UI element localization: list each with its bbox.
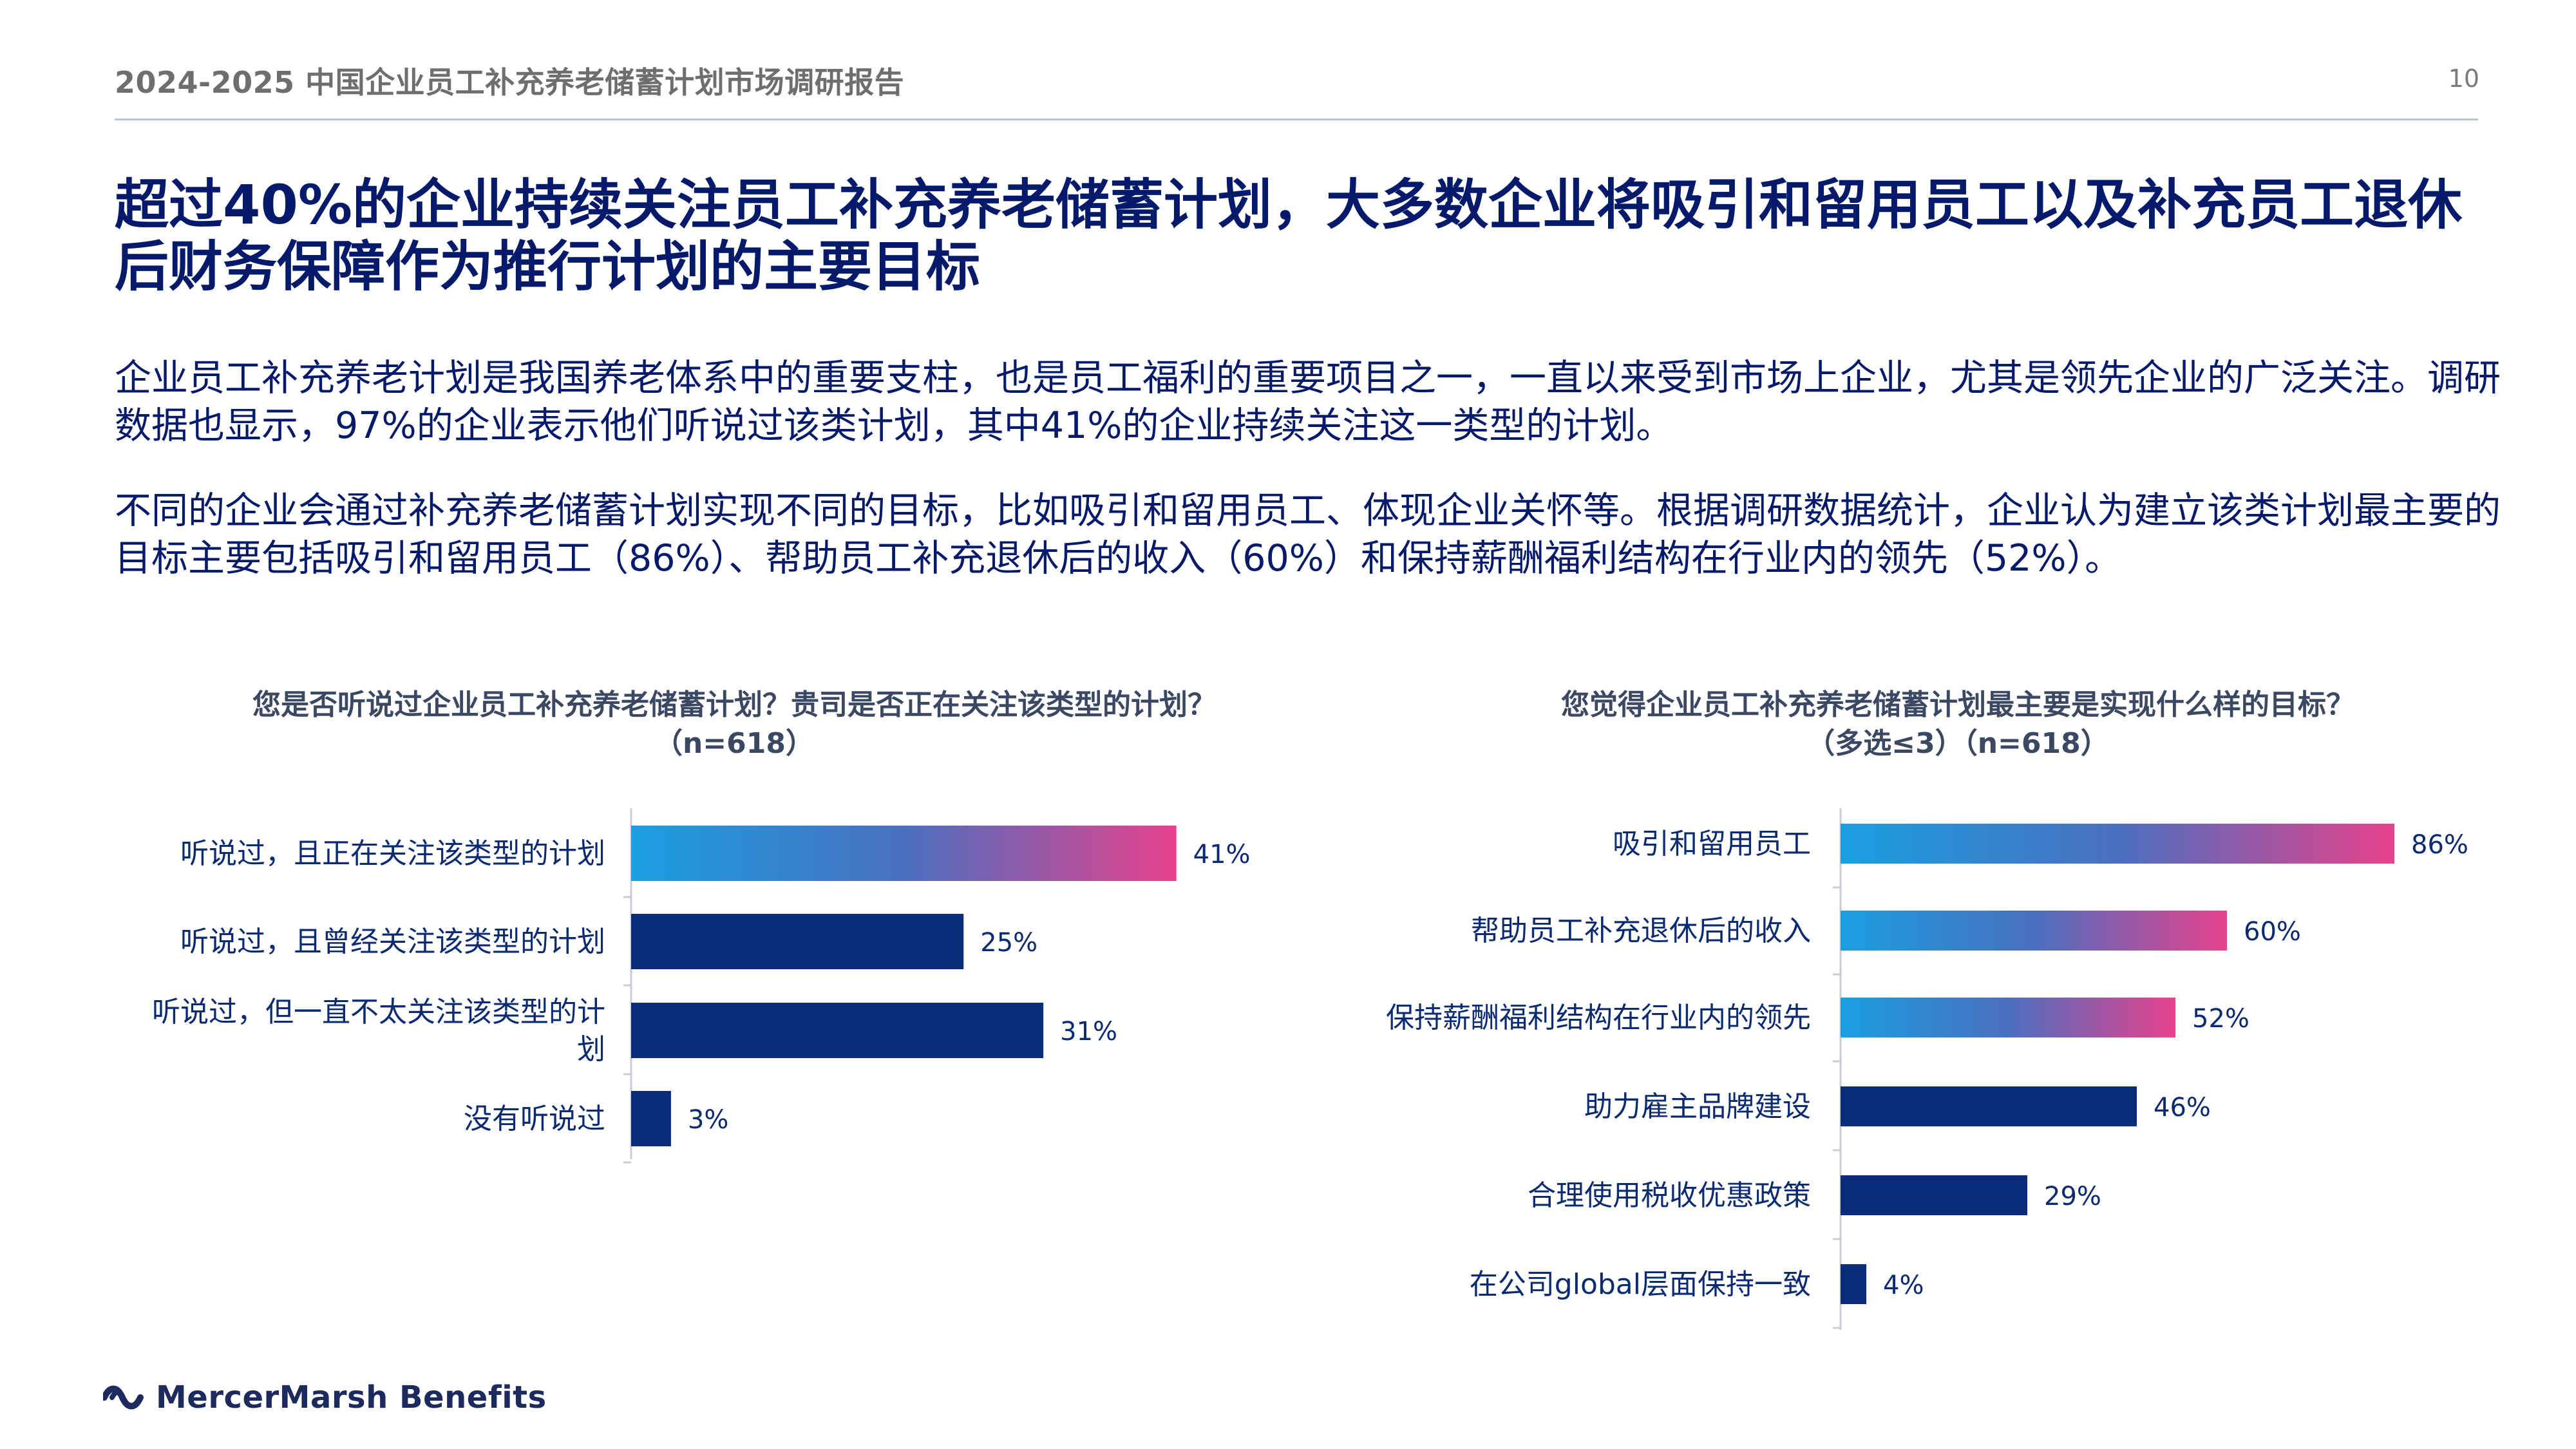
chart-2-value-label: 52% bbox=[2192, 1004, 2249, 1034]
chart-2-value-label: 86% bbox=[2411, 830, 2468, 860]
chart-1-bar bbox=[631, 826, 1177, 881]
chart-1-value-label: 25% bbox=[980, 928, 1037, 958]
chart-1-category-label: 听说过，但一直不太关注该类型的计划 bbox=[152, 996, 605, 1066]
chart-2-value-label: 4% bbox=[1883, 1271, 1924, 1300]
page-headline: 超过40%的企业持续关注员工补充养老储蓄计划，大多数企业将吸引和留用员工以及补充… bbox=[115, 173, 2463, 298]
report-title: 2024-2025 中国企业员工补充养老储蓄计划市场调研报告 bbox=[115, 65, 905, 100]
chart-2-category-label: 保持薪酬福利结构在行业内的领先 bbox=[1386, 1001, 1811, 1034]
mercer-wave-icon bbox=[103, 1385, 144, 1410]
chart-2-subtitle: （多选≤3）（n=618） bbox=[1806, 727, 2109, 760]
page-number: 10 bbox=[2448, 64, 2479, 93]
chart-2-bar bbox=[1841, 1264, 1866, 1304]
chart-1-category-label: 听说过，且正在关注该类型的计划 bbox=[180, 837, 605, 870]
chart-2-category-label: 合理使用税收优惠政策 bbox=[1528, 1179, 1811, 1212]
header-divider bbox=[115, 118, 2478, 120]
chart-2-bar bbox=[1841, 824, 2394, 864]
chart-2-bar bbox=[1841, 1175, 2027, 1215]
chart-1-value-label: 41% bbox=[1193, 840, 1251, 869]
chart-2-category-label: 帮助员工补充退休后的收入 bbox=[1471, 914, 1811, 947]
chart-1-value-label: 3% bbox=[688, 1105, 728, 1135]
chart-2-category-label: 吸引和留用员工 bbox=[1613, 828, 1811, 860]
chart-2-bar bbox=[1841, 1086, 2137, 1126]
chart-2-title: 您觉得企业员工补充养老储蓄计划最主要是实现什么样的目标？ bbox=[1561, 688, 2354, 721]
chart-1-value-label: 31% bbox=[1060, 1017, 1117, 1046]
chart-1-category-label: 听说过，且曾经关注该类型的计划 bbox=[180, 925, 605, 958]
chart-1-title-block: 您是否听说过企业员工补充养老储蓄计划？贵司是否正在关注该类型的计划？ （n=61… bbox=[103, 686, 1365, 763]
chart-2-bar bbox=[1841, 911, 2227, 951]
chart-1-title: 您是否听说过企业员工补充养老储蓄计划？贵司是否正在关注该类型的计划？ bbox=[252, 688, 1216, 721]
chart-2-bar bbox=[1841, 998, 2175, 1037]
chart-1-category-label: 没有听说过 bbox=[464, 1103, 605, 1135]
brand-logo: MercerMarsh Benefits bbox=[103, 1378, 547, 1417]
chart-2-value-label: 29% bbox=[2044, 1182, 2101, 1211]
brand-name: MercerMarsh Benefits bbox=[156, 1379, 547, 1416]
chart-1-bar bbox=[631, 1003, 1044, 1058]
chart-2-value-label: 46% bbox=[2154, 1093, 2211, 1122]
chart-1-subtitle: （n=618） bbox=[654, 727, 815, 760]
body-paragraph-2: 不同的企业会通过补充养老储蓄计划实现不同的目标，比如吸引和留用员工、体现企业关怀… bbox=[115, 489, 2501, 580]
chart-2-title-block: 您觉得企业员工补充养老储蓄计划最主要是实现什么样的目标？ （多选≤3）（n=61… bbox=[1327, 686, 2576, 763]
body-paragraph-1: 企业员工补充养老计划是我国养老体系中的重要支柱，也是员工福利的重要项目之一，一直… bbox=[115, 357, 2501, 447]
chart-2-value-label: 60% bbox=[2244, 917, 2301, 947]
chart-1-bar bbox=[631, 914, 964, 969]
chart-2-category-label: 助力雇主品牌建设 bbox=[1584, 1090, 1811, 1123]
chart-1-bar bbox=[631, 1091, 671, 1146]
chart-2-category-label: 在公司global层面保持一致 bbox=[1470, 1268, 1811, 1301]
